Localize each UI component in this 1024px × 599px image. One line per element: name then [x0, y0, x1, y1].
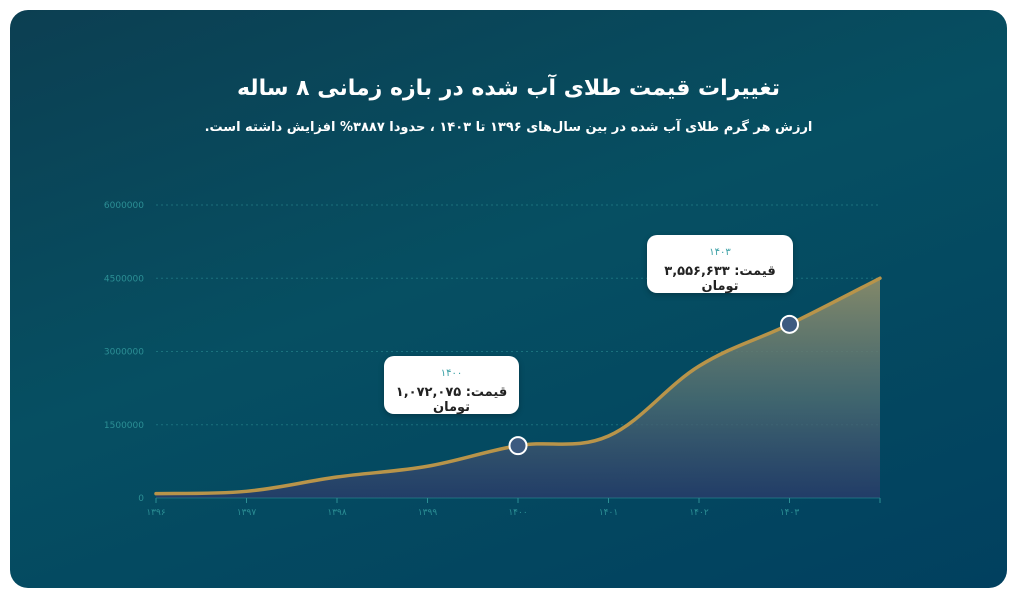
chart-card: تغییرات قیمت طلای آب شده در بازه زمانی ۸… [10, 10, 1007, 588]
y-tick-label: 3000000 [104, 348, 144, 358]
x-tick-label: ۱۴۰۳ [780, 508, 800, 518]
x-tick-label: ۱۳۹۷ [237, 508, 257, 518]
tooltip-price: قیمت: ۳,۵۵۶,۶۳۳ تومان [664, 264, 776, 294]
x-tick-label: ۱۴۰۱ [599, 508, 618, 518]
data-point-marker [508, 436, 528, 456]
x-tick-label: ۱۴۰۰ [508, 508, 527, 518]
chart-title: تغییرات قیمت طلای آب شده در بازه زمانی ۸… [236, 76, 781, 101]
x-tick-label: ۱۳۹۹ [418, 508, 438, 518]
x-tick-label: ۱۳۹۶ [146, 508, 166, 518]
x-tick-label: ۱۳۹۸ [327, 508, 347, 518]
tooltip-1403: ۱۴۰۳ قیمت: ۳,۵۵۶,۶۳۳ تومان [647, 235, 793, 294]
tooltip-year: ۱۴۰۳ [709, 247, 731, 258]
area-fill [156, 278, 880, 498]
data-point-marker [780, 314, 799, 334]
tooltip-year: ۱۴۰۰ [440, 368, 463, 379]
tooltip-1400: ۱۴۰۰ قیمت: ۱,۰۷۲,۰۷۵ تومان [384, 356, 519, 415]
area-chart: 0 1500000 3000000 4500000 6000000 ۱۳۹۶ ۱۳۹۷ ۱۳۹… [104, 201, 882, 518]
y-tick-label: 0 [138, 494, 144, 504]
chart-subtitle: ارزش هر گرم طلای آب شده در بین سال‌های ۱… [204, 120, 813, 135]
y-tick-label: 1500000 [104, 421, 144, 431]
y-tick-label: 4500000 [104, 274, 144, 284]
x-tick-label: ۱۴۰۲ [689, 508, 709, 518]
tooltip-price: قیمت: ۱,۰۷۲,۰۷۵ تومان [395, 385, 508, 415]
y-tick-label: 6000000 [104, 201, 144, 211]
